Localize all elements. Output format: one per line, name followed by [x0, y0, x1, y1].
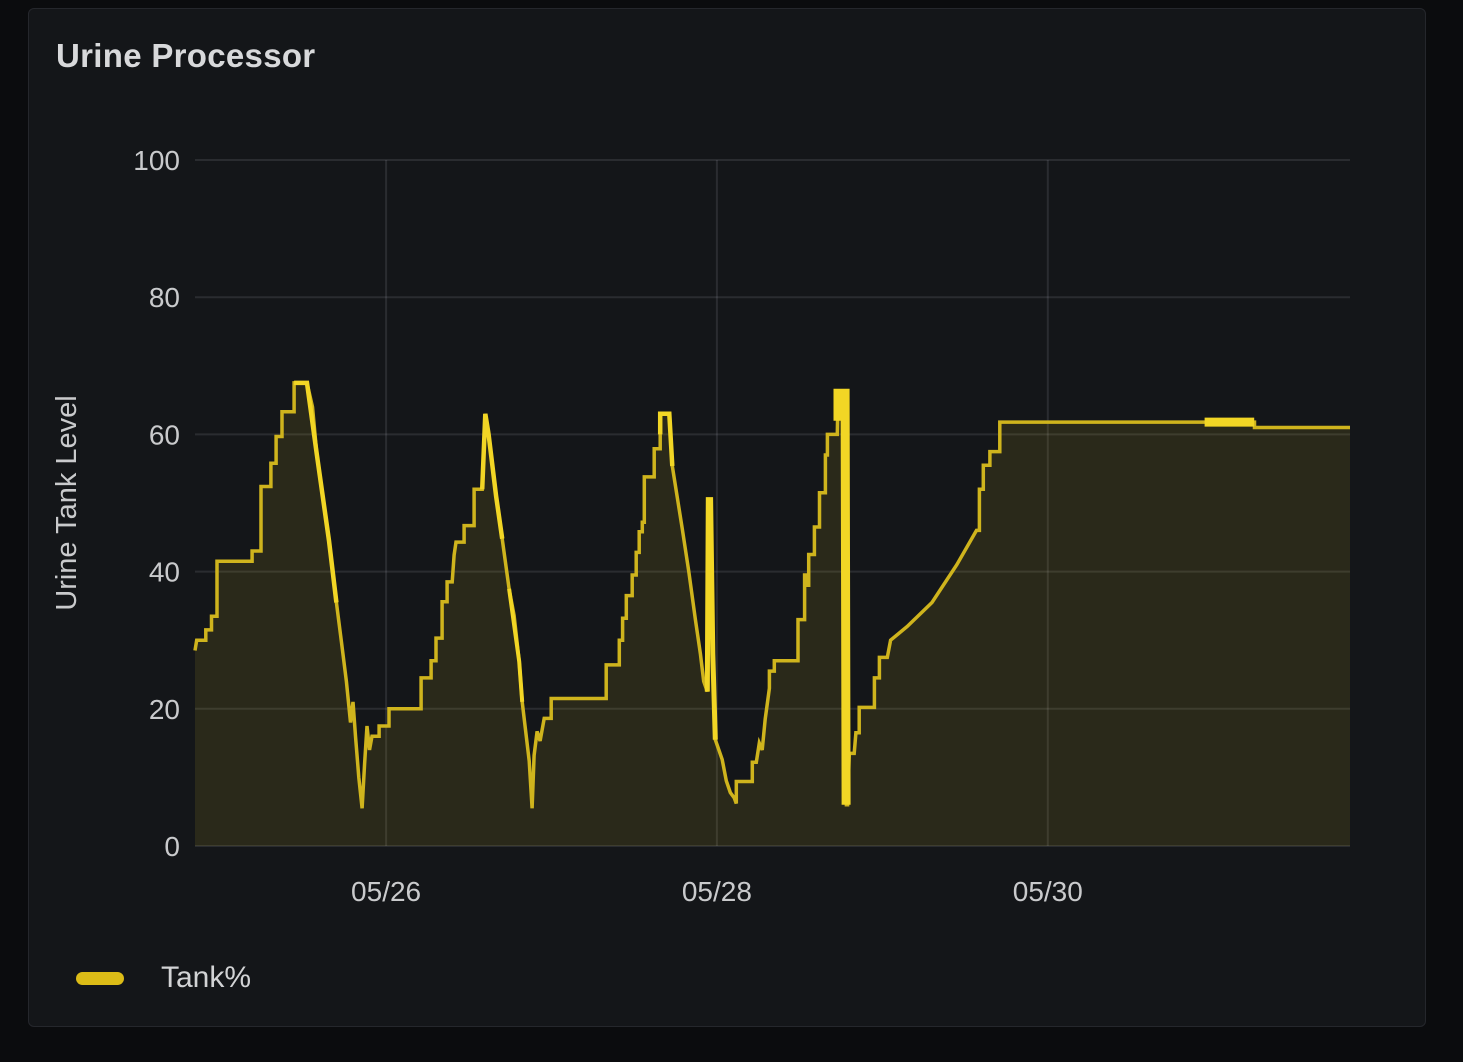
- legend-item-tank[interactable]: Tank%: [76, 961, 251, 995]
- legend-swatch: [76, 971, 124, 985]
- urine-processor-panel: Urine Processor Tank%: [28, 8, 1426, 1027]
- panel-title: Urine Processor: [56, 37, 316, 74]
- legend-label: Tank%: [161, 961, 252, 994]
